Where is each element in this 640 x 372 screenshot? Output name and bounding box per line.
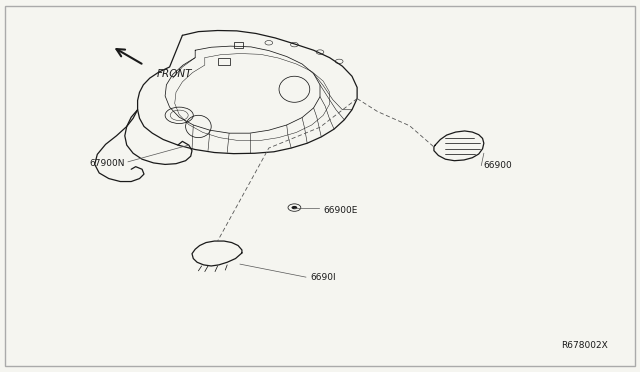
- Bar: [234, 42, 243, 48]
- Text: R678002X: R678002X: [561, 341, 608, 350]
- Bar: [218, 58, 230, 65]
- Circle shape: [292, 206, 298, 209]
- Text: 66900E: 66900E: [323, 206, 358, 215]
- Text: FRONT: FRONT: [157, 70, 192, 79]
- Text: 6690I: 6690I: [310, 273, 336, 282]
- Text: 67900N: 67900N: [90, 159, 125, 168]
- Text: 66900: 66900: [483, 161, 512, 170]
